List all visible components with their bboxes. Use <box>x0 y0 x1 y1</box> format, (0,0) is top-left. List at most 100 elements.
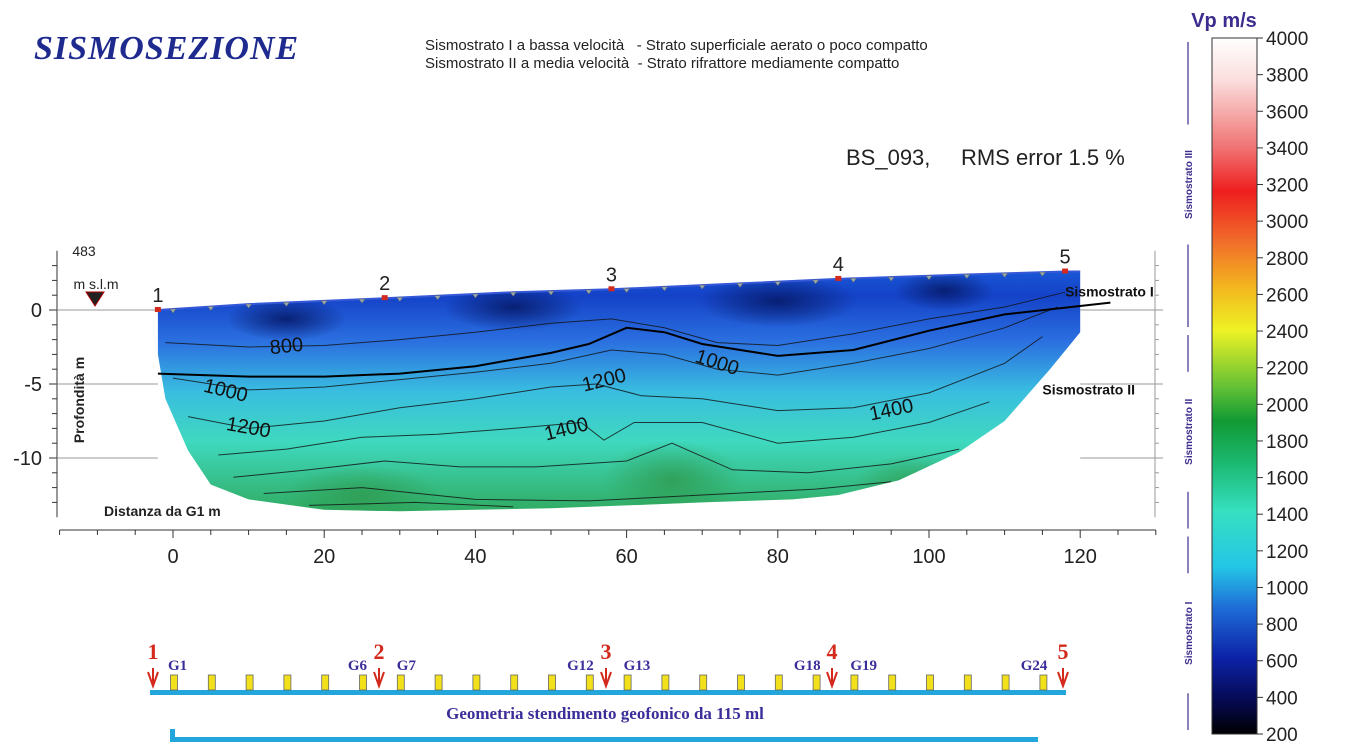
shot-arrow-icon <box>373 668 385 689</box>
page-title: SISMOSEZIONE <box>34 30 300 67</box>
geophone-marker <box>1038 271 1046 277</box>
shot-point-label: 1 <box>152 285 163 307</box>
geophone-label: G13 <box>624 658 651 674</box>
contour-line <box>233 442 960 478</box>
colorbar-tick-label: 2000 <box>1266 395 1308 416</box>
low-velocity-zone <box>443 283 584 332</box>
spread-shot-label: 5 <box>1058 639 1069 664</box>
colorbar-tick-label: 1400 <box>1266 505 1308 526</box>
layer-interface-line <box>157 301 1111 378</box>
shot-arrow-icon <box>600 668 612 689</box>
geophone <box>737 674 745 691</box>
geophone <box>207 674 216 691</box>
spread-shot-label: 3 <box>601 639 612 664</box>
geophone-marker <box>736 283 744 288</box>
contour-line <box>309 501 514 508</box>
geophone <box>661 674 670 691</box>
shot-arrow-icon <box>147 668 159 689</box>
geophone <box>472 674 481 691</box>
x-tick-label: 20 <box>313 546 335 568</box>
colorbar-tick-label: 200 <box>1266 725 1298 746</box>
geophone-spread: G1 G6 G7 G12 G13 G18 G19 G24 1 2 3 4 5 Geometria sten… <box>147 639 1069 742</box>
geophone <box>1001 674 1010 691</box>
geophone <box>850 674 859 691</box>
colorbar-tick-label: 1800 <box>1266 432 1308 453</box>
geophone-label: G6 <box>348 658 368 674</box>
colorbar-tick-label: 400 <box>1266 688 1298 709</box>
geophone-label: G18 <box>794 658 821 674</box>
geometry-caption: Geometria stendimento geofonico da 115 m… <box>446 704 764 723</box>
geophone <box>396 674 405 691</box>
geophone-marker <box>623 288 631 294</box>
geophone-marker <box>660 286 668 292</box>
colorbar-title: Vp m/s <box>1191 10 1257 32</box>
geophone-marker <box>774 281 782 287</box>
geophone-marker <box>434 295 442 301</box>
colorbar-tick-label: 1600 <box>1266 469 1308 490</box>
legend-line-layer-1: Sismostrato I a bassa velocità - Strato … <box>425 37 928 54</box>
geophone-marker <box>245 303 253 309</box>
velocity-colorbar: 4000 3800 3600 3400 3200 3000 2800 2600 2400 2200… <box>1184 10 1308 746</box>
shot-arrow-icon <box>826 668 838 689</box>
shot-point-marker <box>154 307 161 312</box>
spread-shot-label: 1 <box>148 639 159 664</box>
geophone <box>283 674 292 691</box>
shot-point-label: 2 <box>379 273 390 295</box>
geophone-marker <box>547 290 555 296</box>
geophone <box>359 674 367 691</box>
contour-line <box>172 306 1058 391</box>
geophone-marker <box>358 298 366 304</box>
spread-shot-label: 2 <box>374 639 385 664</box>
low-velocity-zone <box>226 296 347 341</box>
geophone-marker <box>320 300 328 306</box>
y-tick-label: 0 <box>31 300 42 322</box>
datum-triangle-icon <box>85 291 105 307</box>
spread-length-tick <box>170 729 175 742</box>
geophone <box>434 674 443 691</box>
shot-point-label: 5 <box>1060 247 1071 269</box>
geophone <box>623 674 632 691</box>
geophone <box>510 674 519 691</box>
colorbar-tick-label: 800 <box>1266 615 1298 636</box>
contour-line <box>263 481 892 502</box>
colorbar-tick-label: 3800 <box>1266 66 1308 87</box>
geophone <box>321 674 330 691</box>
colorbar-layer-label: Sismostrato II <box>1184 399 1195 465</box>
x-tick-label: 80 <box>767 546 789 568</box>
colorbar-tick-label: 2600 <box>1266 285 1308 306</box>
high-velocity-zone <box>282 465 442 512</box>
geophone <box>812 674 821 691</box>
colorbar-tick-label: 4000 <box>1266 29 1308 50</box>
geophone-marker <box>282 302 290 307</box>
geophone <box>548 674 556 691</box>
x-tick-label: 0 <box>167 546 178 568</box>
colorbar-tick-label: 3600 <box>1266 102 1308 123</box>
y-tick-label: -10 <box>13 448 42 470</box>
geophone-label: G19 <box>850 658 877 674</box>
chart-axes: 0 20 40 60 80 100 120 0 -5 -10 Profondità m Distanz… <box>13 250 1163 568</box>
y-axis-label: Profondità m <box>71 357 87 443</box>
colorbar-tick-label: 2200 <box>1266 359 1308 380</box>
geophone-marker <box>471 293 479 299</box>
geophone-marker <box>396 297 404 302</box>
layer-label: Sismostrato II <box>1042 381 1135 397</box>
geophone-marker <box>812 279 820 285</box>
shot-point-label: 3 <box>606 264 617 286</box>
geophone <box>774 674 783 691</box>
contour-line <box>218 401 990 456</box>
shot-point-marker <box>1062 268 1069 274</box>
geophone-marker <box>169 308 177 314</box>
geophone <box>1039 674 1048 691</box>
colorbar-layer-label: Sismostrato III <box>1184 150 1195 219</box>
geophone-marker <box>887 276 895 282</box>
shot-point-marker <box>381 295 388 301</box>
geophone <box>245 674 254 691</box>
low-velocity-zone <box>697 275 858 328</box>
colorbar-tick-label: 3000 <box>1266 212 1308 233</box>
colorbar-tick-label: 1200 <box>1266 542 1308 563</box>
spread-length-bar <box>172 737 1038 742</box>
geophone-label: G12 <box>567 658 594 674</box>
geophone-marker <box>698 284 706 290</box>
x-axis-label: Distanza da G1 m <box>104 503 221 519</box>
